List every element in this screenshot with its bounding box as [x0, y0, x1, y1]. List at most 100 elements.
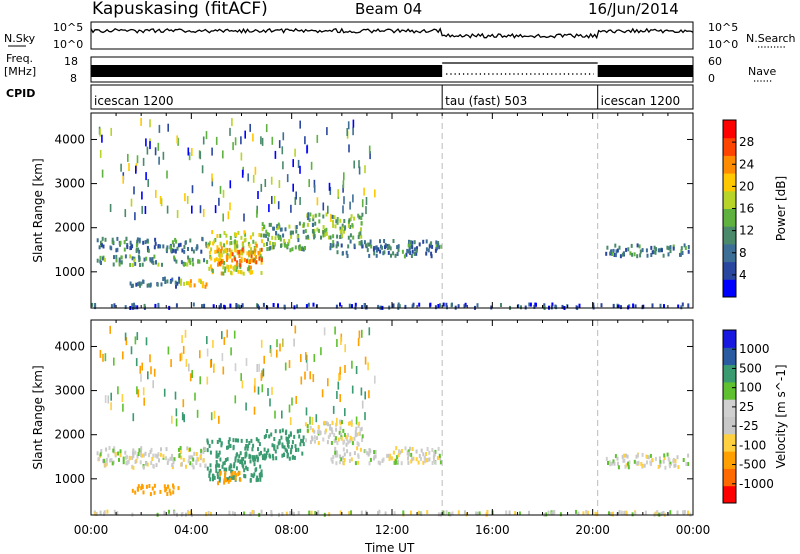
data-cell [231, 252, 234, 257]
data-cell [394, 458, 397, 463]
data-cell [176, 210, 179, 218]
data-cell [360, 387, 363, 396]
data-cell [358, 160, 360, 169]
data-cell [238, 471, 241, 475]
data-cell [257, 456, 259, 461]
data-cell [181, 512, 184, 516]
data-cell [354, 433, 357, 438]
data-cell [187, 258, 190, 263]
data-cell [209, 468, 212, 473]
data-cell [250, 438, 253, 443]
data-cell [135, 282, 138, 287]
data-cell [164, 280, 167, 284]
data-cell [171, 456, 174, 461]
data-cell [138, 255, 141, 260]
data-cell [257, 304, 259, 309]
data-cell [397, 459, 400, 464]
data-cell [344, 344, 346, 353]
data-cell [367, 452, 370, 457]
data-cell [335, 461, 338, 466]
data-cell [209, 477, 212, 482]
data-cell [291, 440, 294, 445]
data-cell [338, 460, 341, 465]
data-cell [353, 243, 356, 248]
colorbar-swatch [723, 330, 736, 348]
data-cell [211, 147, 213, 156]
data-cell [439, 456, 442, 461]
data-cell [216, 245, 219, 250]
data-cell [641, 248, 644, 253]
cpid-mode-label: icescan 1200 [94, 94, 173, 108]
data-cell [212, 241, 215, 246]
data-cell [347, 235, 350, 240]
data-cell [205, 241, 208, 246]
data-cell [289, 431, 292, 436]
data-cell [266, 247, 269, 252]
data-cell [293, 455, 296, 460]
data-cell [350, 422, 353, 427]
data-cell [177, 137, 179, 146]
data-cell [327, 378, 329, 387]
data-cell [332, 405, 335, 414]
data-cell [99, 149, 102, 158]
data-cell [115, 258, 118, 263]
data-cell [214, 205, 217, 214]
data-cell [276, 339, 278, 348]
data-cell [223, 260, 226, 265]
data-cell [411, 245, 414, 250]
data-cell [268, 222, 271, 227]
data-cell [233, 330, 236, 339]
data-cell [258, 442, 261, 447]
data-cell [332, 243, 335, 248]
data-cell [640, 461, 643, 466]
data-cell [290, 204, 292, 213]
data-cell [257, 438, 260, 443]
data-cell [244, 454, 247, 459]
data-cell [374, 189, 376, 198]
data-cell [320, 235, 322, 240]
data-cell [281, 512, 284, 516]
data-cell [142, 157, 145, 166]
data-cell [220, 271, 223, 276]
data-cell [528, 302, 531, 307]
data-cell [129, 263, 132, 267]
data-cell [294, 325, 297, 334]
data-cell [428, 457, 431, 462]
data-cell [169, 279, 172, 284]
data-cell [634, 511, 637, 516]
data-cell [146, 245, 149, 250]
data-cell [608, 511, 610, 516]
data-cell [241, 169, 244, 178]
data-cell [298, 434, 301, 439]
data-cell [299, 165, 301, 174]
data-cell [205, 512, 208, 517]
data-cell [124, 305, 127, 310]
data-cell [533, 304, 536, 309]
data-cell [430, 251, 433, 256]
data-cell [627, 247, 630, 252]
data-cell [437, 304, 440, 308]
data-cell [110, 402, 112, 411]
data-cell [275, 456, 278, 461]
data-cell [95, 512, 98, 516]
data-cell [229, 202, 231, 211]
data-cell [227, 479, 230, 484]
data-cell [188, 447, 191, 452]
colorbar-tick-label: 4 [739, 268, 747, 282]
data-cell [146, 462, 149, 467]
data-cell [142, 465, 145, 470]
data-cell [218, 478, 221, 483]
data-cell [442, 510, 445, 515]
data-cell [368, 448, 371, 453]
data-cell [364, 391, 366, 400]
data-cell [134, 459, 137, 464]
data-cell [240, 256, 243, 261]
data-cell [322, 233, 325, 238]
data-cell [547, 510, 550, 515]
data-cell [658, 456, 661, 461]
data-cell [326, 440, 329, 445]
colorbar-tick-label: 28 [739, 135, 754, 149]
data-cell [409, 446, 412, 451]
